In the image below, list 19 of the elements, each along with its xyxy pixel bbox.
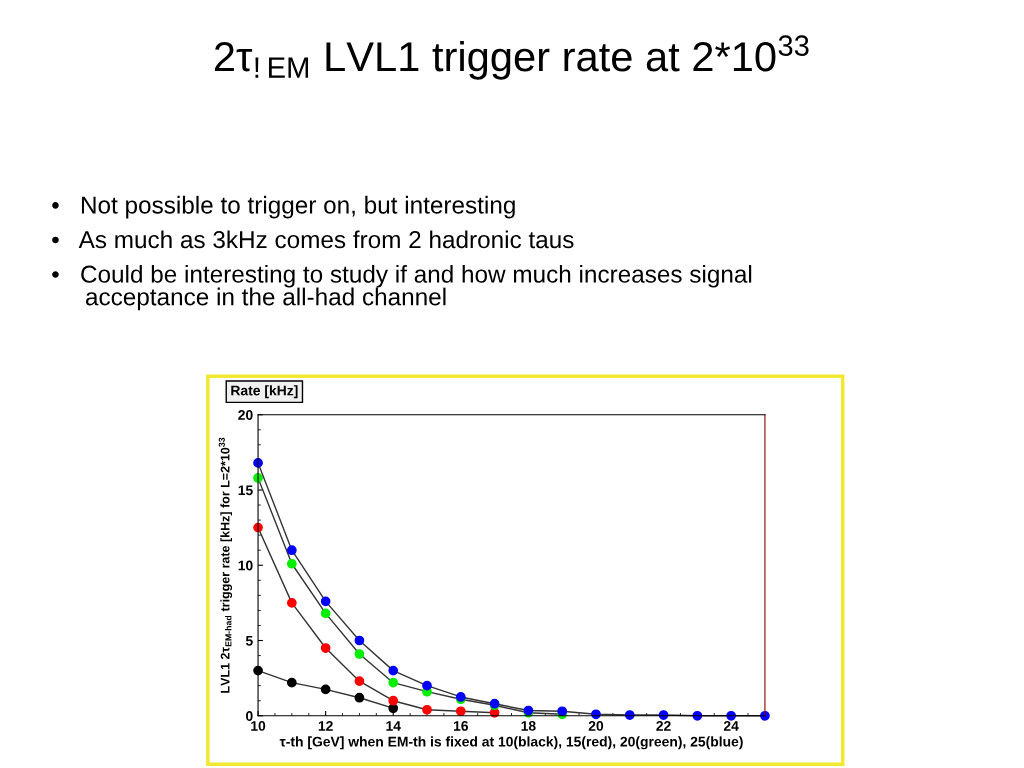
y-tick-label: 15	[238, 485, 253, 496]
chart-title: 2τ$_{!EM}$ LVL1 trigger rate at 2*10$^{33}$	[214, 35, 809, 80]
x-tick-label: 20	[588, 721, 604, 731]
x-tick-label: 16	[453, 721, 469, 731]
x-tick-label: 22	[656, 721, 671, 731]
y-tick-label: 20	[238, 410, 253, 420]
y-tick-label: 0	[246, 711, 253, 721]
x-tick-label: 18	[521, 721, 536, 731]
text: • As much as 3kHz comes from 2 hadronic taus	[52, 230, 574, 249]
y-tick-label: 10	[238, 560, 253, 571]
x-axis-title: τ-th [GeV] when EM-th is fixed at 10(black), 15(red), 20(green), 25(blue)	[279, 736, 743, 750]
y-tick-label: 5	[245, 635, 253, 646]
text: • Could be interesting to study if and how much increases signal acceptance in the all-had channel	[52, 264, 752, 311]
chart-subtitle: Rate [kHz]	[231, 385, 298, 399]
y-axis-title: LVL1 2τ$_{EM‐had}$ trigger rate [kHz] for L=2*10$^{33}$	[218, 437, 233, 693]
text: • Not possible to trigger on, but interesting	[52, 195, 515, 219]
x-tick-label: 14	[386, 721, 401, 731]
x-tick-label: 24	[723, 721, 739, 731]
x-tick-label: 12	[318, 721, 333, 731]
